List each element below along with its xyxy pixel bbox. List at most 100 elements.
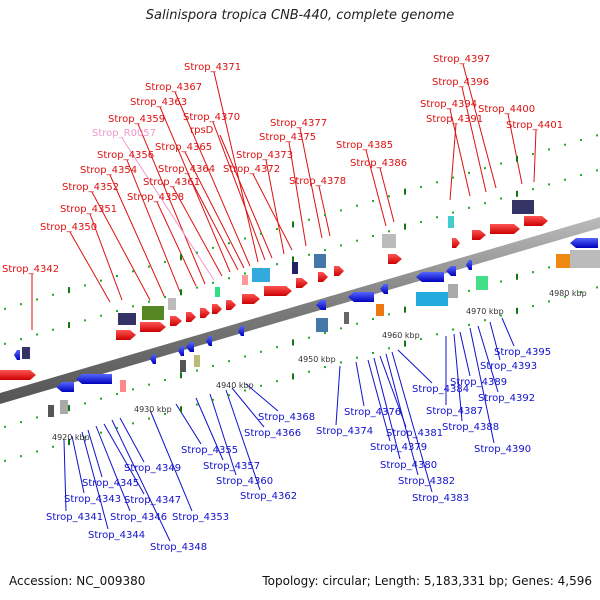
grid-dot bbox=[388, 230, 390, 233]
grid-dot bbox=[468, 171, 470, 174]
grid-dot bbox=[580, 139, 582, 142]
grid-dot bbox=[372, 200, 374, 203]
grid-dot bbox=[52, 293, 54, 296]
grid-dot bbox=[132, 270, 134, 273]
grid-dot bbox=[308, 336, 310, 339]
grid-dot bbox=[212, 364, 214, 367]
grid-dot bbox=[356, 204, 358, 207]
reverse-gene-label: Strop_4349 bbox=[124, 463, 181, 474]
leader-line bbox=[335, 365, 341, 426]
leader-line bbox=[469, 327, 495, 444]
kbp-tick-label: 4970 kbp bbox=[466, 307, 504, 316]
grid-dot bbox=[564, 143, 566, 146]
leader-line bbox=[212, 121, 266, 261]
grid-dot bbox=[20, 421, 22, 424]
reverse-gene-label: Strop_4388 bbox=[442, 422, 499, 433]
grid-dot bbox=[356, 356, 358, 359]
reverse-gene-arrow bbox=[56, 382, 74, 392]
grid-dot bbox=[548, 266, 550, 269]
leader-line bbox=[318, 185, 331, 237]
grid-dot bbox=[4, 342, 6, 345]
kbp-tick-label: 4930 kbp bbox=[134, 405, 172, 414]
grid-dot bbox=[244, 355, 246, 358]
reverse-gene-arrow bbox=[206, 336, 212, 346]
grid-dot bbox=[228, 242, 230, 245]
forward-gene-label: Strop_4386 bbox=[350, 158, 407, 169]
forward-gene-label: Strop_4373 bbox=[236, 150, 293, 161]
grid-dot bbox=[324, 249, 326, 252]
grid-dot bbox=[340, 209, 342, 212]
grid-dot bbox=[36, 298, 38, 301]
grid-dot bbox=[468, 323, 470, 326]
reverse-gene-label: Strop_4379 bbox=[370, 442, 427, 453]
leader-line bbox=[449, 123, 457, 201]
reverse-gene-arrow bbox=[380, 284, 388, 294]
leader-line bbox=[111, 419, 171, 542]
reverse-gene-label: Strop_4345 bbox=[82, 478, 139, 489]
reverse-gene-label: Strop_4381 bbox=[386, 428, 443, 439]
grid-dot bbox=[260, 350, 262, 353]
genome-title: Salinispora tropica CNB-440, complete ge… bbox=[145, 8, 455, 23]
grid-dot bbox=[436, 216, 438, 219]
grid-dot bbox=[36, 416, 38, 419]
grid-dot bbox=[564, 295, 566, 298]
forward-gene-label: Strop_4367 bbox=[145, 82, 202, 93]
feature-box bbox=[314, 254, 326, 268]
reverse-gene-label: Strop_4343 bbox=[64, 494, 121, 505]
leader-line bbox=[252, 173, 293, 251]
leader-line bbox=[385, 353, 419, 476]
grid-dot bbox=[356, 239, 358, 242]
forward-gene-label: Strop_4351 bbox=[60, 204, 117, 215]
grid-dot bbox=[420, 220, 422, 223]
grid-dot bbox=[484, 202, 486, 205]
feature-box bbox=[556, 254, 570, 268]
grid-dot bbox=[52, 328, 54, 331]
grid-dot bbox=[580, 174, 582, 177]
reverse-gene-label: Strop_4384 bbox=[412, 384, 469, 395]
leader-line bbox=[137, 123, 206, 285]
leader-line bbox=[109, 174, 166, 299]
forward-gene-label: Strop_4370 bbox=[183, 112, 240, 123]
grid-dot bbox=[532, 305, 534, 308]
reverse-gene-label: Strop_4395 bbox=[494, 347, 551, 358]
reverse-gene-arrow bbox=[150, 354, 156, 364]
forward-gene-label: Strop_4364 bbox=[158, 164, 215, 175]
grid-dot bbox=[180, 406, 182, 413]
feature-box bbox=[476, 276, 488, 290]
forward-gene-label: Strop_4401 bbox=[506, 120, 563, 131]
grid-dot bbox=[244, 237, 246, 240]
grid-dot bbox=[548, 300, 550, 303]
reverse-gene-arrow bbox=[238, 326, 244, 336]
forward-gene-arrow bbox=[490, 224, 520, 234]
forward-gene-arrow bbox=[334, 266, 344, 276]
grid-dot bbox=[388, 195, 390, 198]
leader-line bbox=[453, 333, 463, 422]
feature-box bbox=[344, 312, 349, 324]
grid-dot bbox=[292, 373, 294, 380]
grid-dot bbox=[292, 221, 294, 228]
grid-dot bbox=[100, 314, 102, 317]
forward-gene-label: Strop_4371 bbox=[184, 62, 241, 73]
leader-line bbox=[459, 331, 471, 377]
grid-dot bbox=[452, 176, 454, 179]
grid-dot bbox=[324, 332, 326, 335]
leader-line bbox=[365, 149, 387, 227]
leader-line bbox=[367, 359, 391, 442]
feature-box bbox=[120, 380, 126, 392]
leader-line bbox=[149, 409, 193, 512]
accession-text: Accession: NC_009380 bbox=[9, 574, 146, 588]
leader-line bbox=[91, 191, 151, 301]
feature-box bbox=[448, 284, 458, 298]
grid-dot bbox=[468, 289, 470, 292]
leader-line bbox=[63, 439, 67, 512]
grid-dot bbox=[244, 389, 246, 392]
grid-dot bbox=[148, 383, 150, 386]
grid-dot bbox=[340, 327, 342, 330]
kbp-tick-label: 4920 kbp bbox=[52, 433, 90, 442]
grid-dot bbox=[516, 307, 518, 314]
leader-line bbox=[95, 425, 131, 512]
feature-box bbox=[512, 200, 534, 214]
grid-dot bbox=[500, 162, 502, 165]
forward-gene-arrow bbox=[226, 300, 236, 310]
